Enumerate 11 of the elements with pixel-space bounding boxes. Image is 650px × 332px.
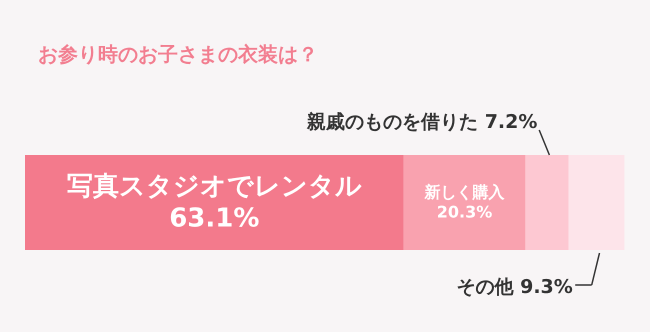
- series-label: 新しく購入: [424, 182, 506, 202]
- chart-title: お参り時のお子さまの衣装は？: [38, 42, 318, 66]
- data-label: 63.1%: [169, 204, 260, 234]
- bar: [404, 155, 526, 250]
- bar: [25, 155, 404, 250]
- bar: [525, 155, 569, 250]
- series-label: 写真スタジオでレンタル: [66, 171, 362, 202]
- data-label: 20.3%: [436, 202, 492, 222]
- bar: [568, 155, 624, 250]
- text: その他 9.3%: [456, 276, 573, 298]
- text: 親戚のものを借りた 7.2%: [307, 111, 538, 133]
